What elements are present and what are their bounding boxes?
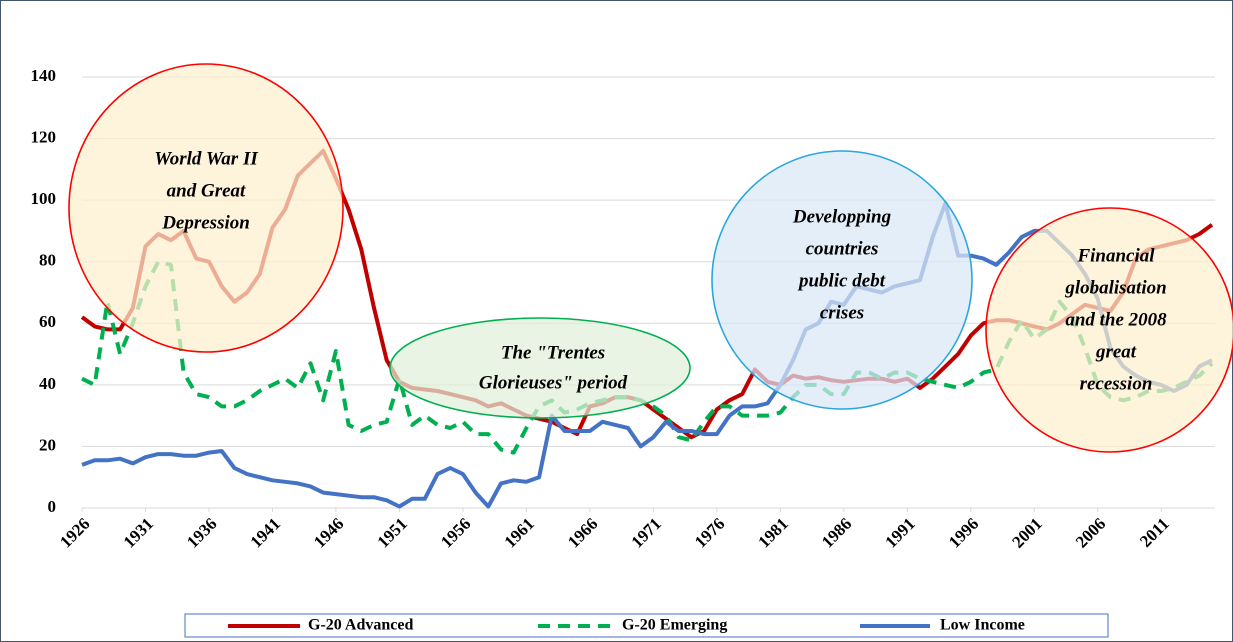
annotation-text: public debt bbox=[797, 270, 886, 291]
annotation-text: great bbox=[1095, 341, 1137, 362]
y-tick-label: 120 bbox=[31, 127, 57, 146]
y-tick-label: 80 bbox=[39, 251, 56, 270]
annotation-text: Depression bbox=[161, 212, 250, 233]
legend-label: G-20 Advanced bbox=[308, 617, 413, 634]
annotation-text: Financial bbox=[1076, 245, 1155, 266]
legend-label: Low Income bbox=[940, 617, 1025, 634]
annotation-ellipse bbox=[389, 317, 691, 419]
y-tick-label: 140 bbox=[31, 66, 57, 85]
legend-box bbox=[184, 613, 1109, 638]
annotation-text: World War II bbox=[154, 148, 258, 169]
legend-label: G-20 Emerging bbox=[622, 617, 727, 634]
annotation-ellipse bbox=[68, 63, 344, 353]
y-tick-label: 40 bbox=[39, 374, 56, 393]
annotation-text: crises bbox=[820, 302, 864, 323]
y-tick-label: 60 bbox=[39, 312, 56, 331]
series-line bbox=[81, 259, 1214, 455]
annotation-text: countries bbox=[806, 238, 879, 259]
y-tick-label: 100 bbox=[31, 189, 57, 208]
series-line bbox=[81, 201, 1213, 509]
annotation-text: Glorieuses" period bbox=[479, 372, 628, 393]
annotation-ellipse bbox=[985, 207, 1233, 453]
annotation-text: globalisation bbox=[1064, 277, 1166, 298]
annotation-text: recession bbox=[1080, 373, 1153, 394]
annotation-text: The "Trentes bbox=[501, 342, 605, 363]
annotation-ellipse bbox=[711, 150, 973, 410]
annotation-text: and Great bbox=[167, 180, 246, 201]
y-tick-label: 0 bbox=[48, 497, 57, 516]
y-tick-label: 20 bbox=[39, 435, 56, 454]
annotation-text: Developping bbox=[792, 206, 891, 227]
annotation-text: and the 2008 bbox=[1065, 309, 1167, 330]
